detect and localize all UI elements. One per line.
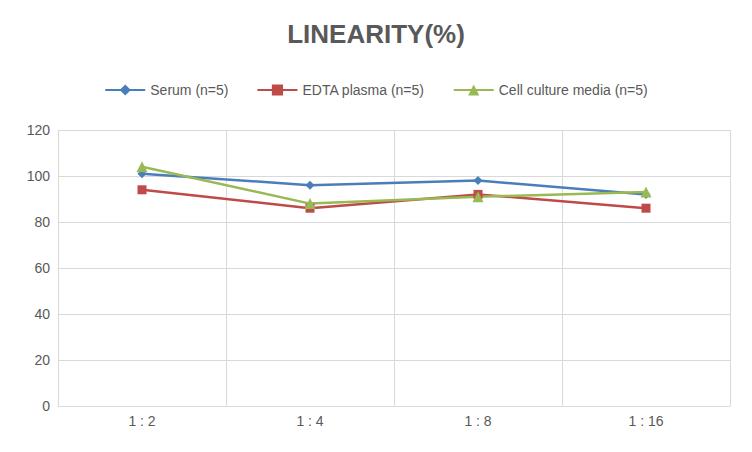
svg-text:1 : 8: 1 : 8 — [464, 413, 491, 429]
svg-text:Cell culture media (n=5): Cell culture media (n=5) — [499, 82, 648, 98]
svg-text:0: 0 — [42, 398, 50, 414]
svg-text:80: 80 — [34, 214, 50, 230]
svg-text:20: 20 — [34, 352, 50, 368]
svg-text:40: 40 — [34, 306, 50, 322]
svg-text:Serum (n=5): Serum (n=5) — [150, 82, 228, 98]
svg-text:120: 120 — [27, 122, 51, 138]
svg-text:1 : 2: 1 : 2 — [128, 413, 155, 429]
svg-text:LINEARITY(%): LINEARITY(%) — [287, 19, 465, 49]
svg-text:1 : 4: 1 : 4 — [296, 413, 323, 429]
svg-text:EDTA plasma (n=5): EDTA plasma (n=5) — [302, 82, 424, 98]
svg-text:1 : 16: 1 : 16 — [628, 413, 663, 429]
svg-text:100: 100 — [27, 168, 51, 184]
svg-text:60: 60 — [34, 260, 50, 276]
